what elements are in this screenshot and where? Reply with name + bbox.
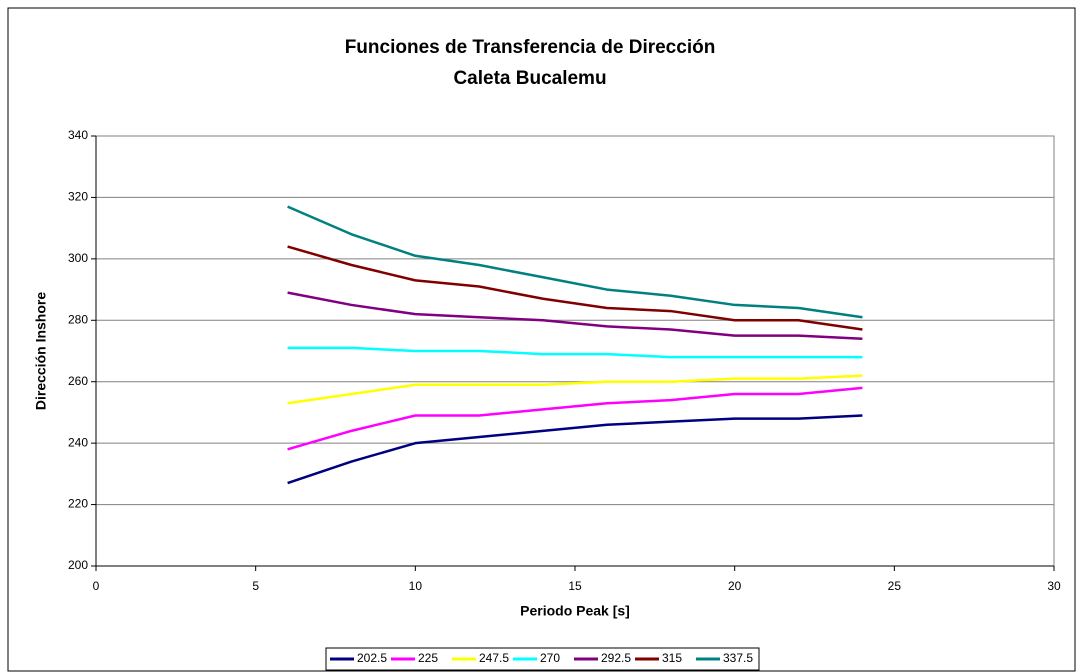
series-line bbox=[287, 346, 863, 359]
y-tick-label: 240 bbox=[68, 435, 88, 449]
legend-label: 270 bbox=[540, 651, 560, 665]
legend-label: 247.5 bbox=[479, 651, 509, 665]
y-tick-label: 280 bbox=[68, 312, 88, 326]
y-axis-title: Dirección Inshore bbox=[33, 292, 49, 410]
x-tick-label: 10 bbox=[409, 579, 423, 593]
y-tick-label: 220 bbox=[68, 497, 88, 511]
chart-title: Funciones de Transferencia de Dirección bbox=[345, 37, 716, 58]
x-tick-label: 20 bbox=[728, 579, 742, 593]
series-line bbox=[287, 205, 863, 319]
x-tick-label: 0 bbox=[93, 579, 100, 593]
legend-label: 315 bbox=[662, 651, 682, 665]
x-tick-label: 15 bbox=[568, 579, 582, 593]
y-tick-label: 200 bbox=[68, 558, 88, 572]
y-tick-label: 340 bbox=[68, 128, 88, 142]
y-tick-label: 300 bbox=[68, 251, 88, 265]
x-tick-label: 30 bbox=[1047, 579, 1061, 593]
legend-label: 292.5 bbox=[601, 651, 631, 665]
series-line bbox=[287, 386, 863, 451]
chart-subtitle: Caleta Bucalemu bbox=[453, 68, 606, 89]
series-line bbox=[287, 245, 863, 331]
y-tick-label: 320 bbox=[68, 190, 88, 204]
x-tick-label: 25 bbox=[888, 579, 902, 593]
series-line bbox=[287, 414, 863, 485]
legend-label: 337.5 bbox=[723, 651, 753, 665]
legend-label: 225 bbox=[418, 651, 438, 665]
x-axis-title: Periodo Peak [s] bbox=[520, 603, 630, 619]
legend-label: 202.5 bbox=[357, 651, 387, 665]
series-line bbox=[287, 374, 863, 405]
y-tick-label: 260 bbox=[68, 374, 88, 388]
series-line bbox=[287, 291, 863, 340]
x-tick-label: 5 bbox=[252, 579, 259, 593]
legend-box bbox=[325, 647, 760, 671]
plot-area bbox=[95, 135, 1055, 567]
